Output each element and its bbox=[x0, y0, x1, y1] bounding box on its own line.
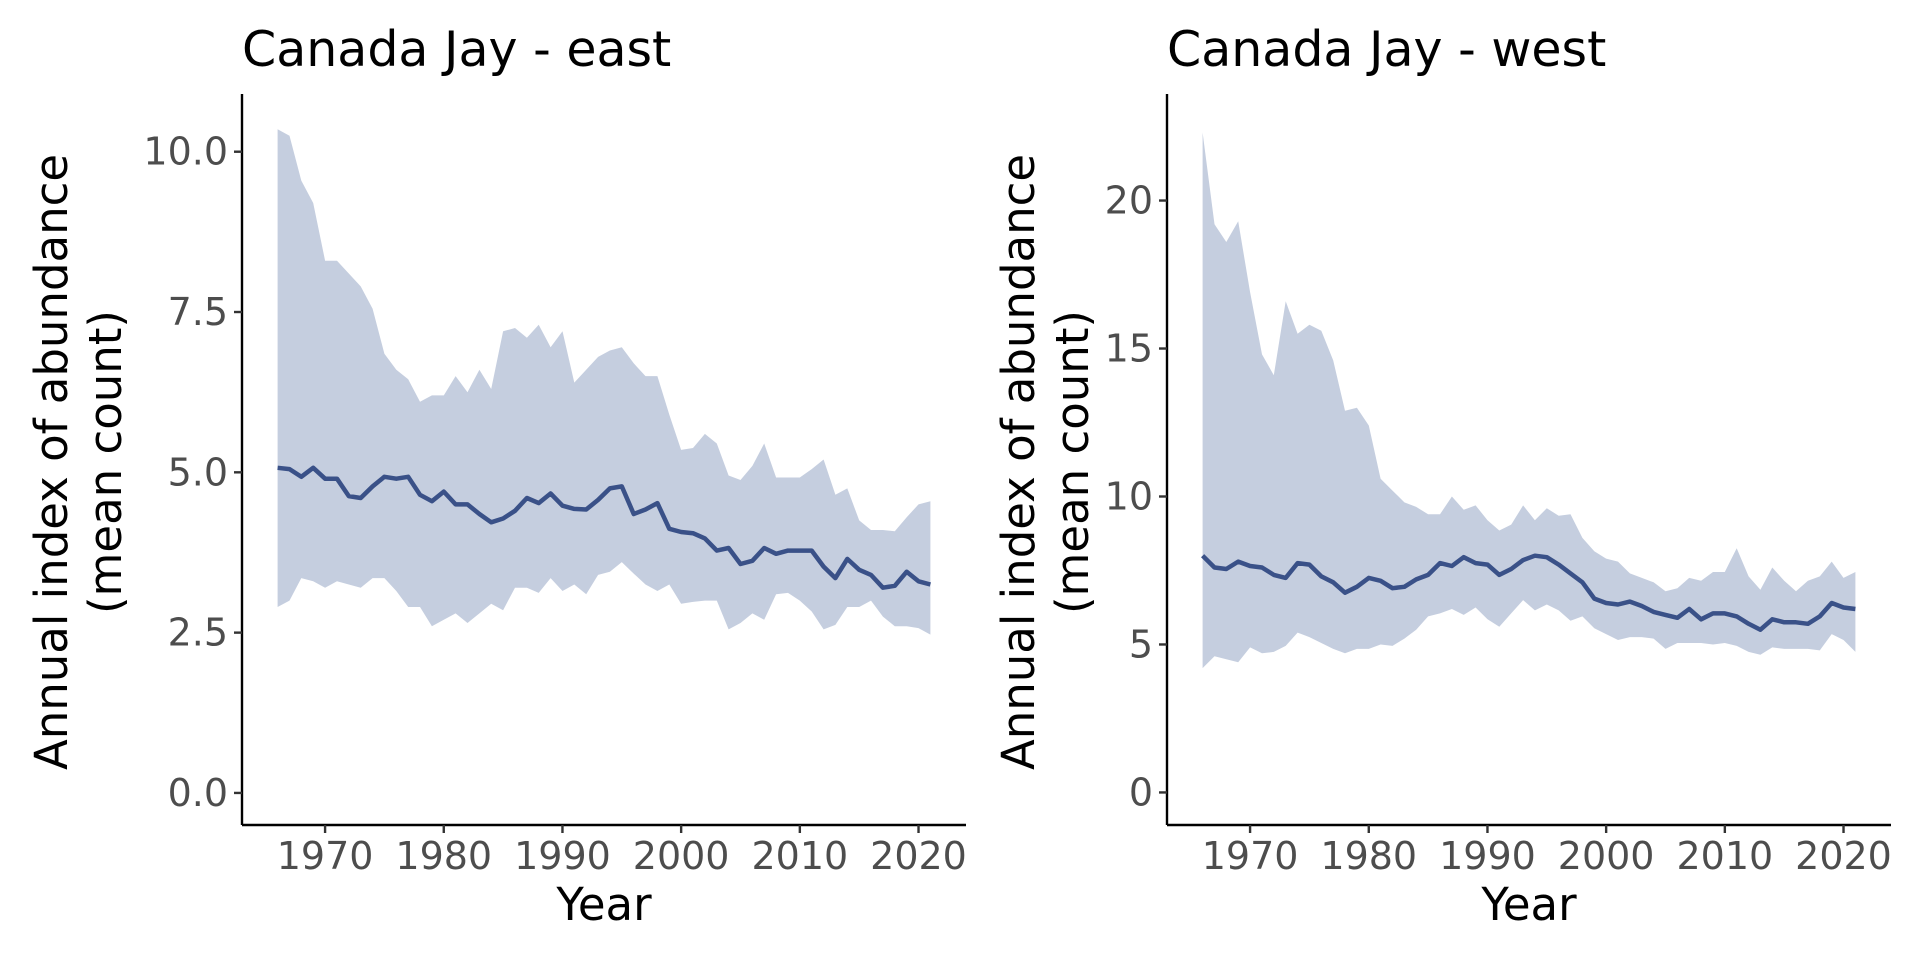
panel-east-x-tick-label: 1980 bbox=[395, 834, 492, 878]
panel-east-ylabel-line-2: (mean count) bbox=[79, 310, 132, 614]
panel-east-x-tick-label: 1990 bbox=[514, 834, 611, 878]
panel-west-y-tick-label: 20 bbox=[1105, 179, 1153, 223]
panel-west-title: Canada Jay - west bbox=[1167, 21, 1606, 78]
panel-east-y-tick-label: 2.5 bbox=[168, 611, 228, 655]
panel-west-x-tick-label: 1990 bbox=[1439, 834, 1536, 878]
panel-west: Canada Jay - west Annual index of abunda… bbox=[992, 21, 1892, 931]
panel-west-confidence-band bbox=[1202, 132, 1856, 669]
panel-west-x-tick-label: 1970 bbox=[1202, 834, 1299, 878]
panel-east-y-tick-label: 10.0 bbox=[143, 130, 228, 174]
panel-west-ylabel-line-1: Annual index of abundance bbox=[992, 154, 1045, 770]
panel-west-trend-line bbox=[1201, 553, 1856, 632]
panel-east: Canada Jay - east Annual index of abunda… bbox=[25, 21, 967, 931]
panel-west-x-tick-label: 2010 bbox=[1676, 834, 1773, 878]
panel-east-y-tick-label: 5.0 bbox=[168, 450, 228, 494]
panel-east-xlabel: Year bbox=[555, 878, 652, 931]
panel-west-x-tick-label: 2000 bbox=[1558, 834, 1655, 878]
panel-east-plot-area: 0.0 2.5 5.0 7.5 10.0 1970 1980 1990 2000 2010 2020 bbox=[143, 94, 967, 878]
panel-east-x-tick-label: 2000 bbox=[633, 834, 730, 878]
panel-west-x-tick-label: 1980 bbox=[1320, 834, 1417, 878]
panel-east-x-tick-label: 1970 bbox=[277, 834, 374, 878]
panel-west-ylabel-line-2: (mean count) bbox=[1046, 310, 1099, 614]
panel-west-y-tick-label: 5 bbox=[1129, 622, 1153, 666]
panel-east-y-tick-label: 7.5 bbox=[168, 290, 228, 334]
panel-west-y-tick-label: 0 bbox=[1129, 770, 1153, 814]
panel-west-x-tick-label: 2020 bbox=[1795, 834, 1892, 878]
panel-east-trend-line bbox=[277, 465, 931, 590]
panel-east-title: Canada Jay - east bbox=[242, 21, 671, 78]
panel-east-y-tick-label: 0.0 bbox=[168, 771, 228, 815]
panel-east-x-tick-label: 2010 bbox=[751, 834, 848, 878]
panel-east-x-tick-label: 2020 bbox=[870, 834, 967, 878]
panel-east-ylabel-line-1: Annual index of abundance bbox=[25, 154, 78, 770]
panel-west-plot-area: 0 5 10 15 20 1970 1980 1990 2000 2010 2020 bbox=[1105, 94, 1892, 878]
panel-west-y-tick-label: 10 bbox=[1105, 474, 1153, 518]
panel-west-xlabel: Year bbox=[1480, 878, 1577, 931]
panel-east-confidence-band bbox=[277, 129, 931, 635]
panel-west-y-tick-label: 15 bbox=[1105, 327, 1153, 371]
